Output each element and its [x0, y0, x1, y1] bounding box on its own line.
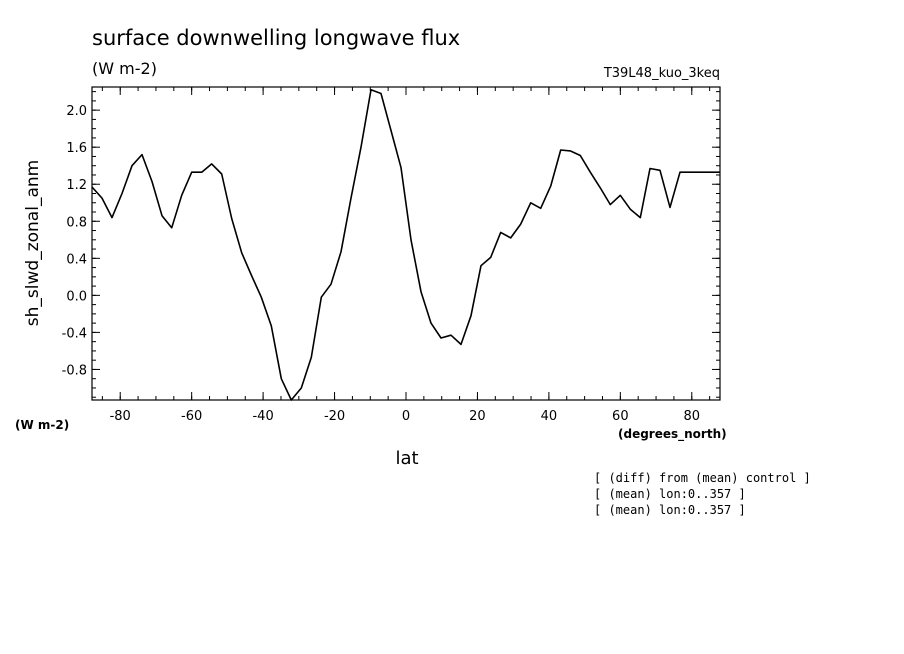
x-tick-label: 20 [469, 409, 486, 424]
series-line [91, 89, 720, 401]
y-tick-label: 1.2 [66, 178, 87, 193]
y-axis: -0.8 -0.4 0.0 0.4 0.8 1.2 1.6 2.0 [62, 91, 720, 398]
y-tick-label: 0.0 [66, 289, 87, 304]
y-axis-label: sh_slwd_zonal_anm [23, 160, 43, 326]
x-tick-label: -60 [181, 409, 202, 424]
y-tick-label: 1.6 [66, 141, 87, 156]
chart-units: (W m-2) [92, 59, 157, 78]
x-tick-label: -40 [252, 409, 273, 424]
run-name: T39L48_kuo_3keq [603, 66, 720, 81]
x-tick-label: 0 [402, 409, 410, 424]
y-tick-label: 0.8 [66, 215, 87, 230]
x-axis: -80 -60 -40 -20 0 20 40 60 80 [101, 87, 711, 424]
series-group [91, 89, 720, 401]
y-axis-units: (W m-2) [15, 418, 69, 432]
x-axis-label: lat [395, 448, 418, 469]
plot-frame [91, 86, 721, 401]
y-tick-label: -0.8 [62, 363, 87, 378]
x-tick-label: 40 [541, 409, 558, 424]
note-line: [ (diff) from (mean) control ] [594, 471, 811, 485]
y-tick-label: -0.4 [62, 326, 87, 341]
note-line: [ (mean) lon:0..357 ] [594, 487, 746, 501]
x-tick-label: 80 [684, 409, 701, 424]
x-axis-units: (degrees_north) [618, 427, 727, 442]
y-tick-label: 0.4 [66, 252, 87, 267]
chart-title: surface downwelling longwave flux [92, 26, 460, 50]
note-line: [ (mean) lon:0..357 ] [594, 503, 746, 517]
x-tick-label: -80 [110, 409, 131, 424]
y-tick-label: 2.0 [66, 104, 87, 119]
x-tick-label: 60 [612, 409, 629, 424]
x-tick-label: -20 [324, 409, 345, 424]
